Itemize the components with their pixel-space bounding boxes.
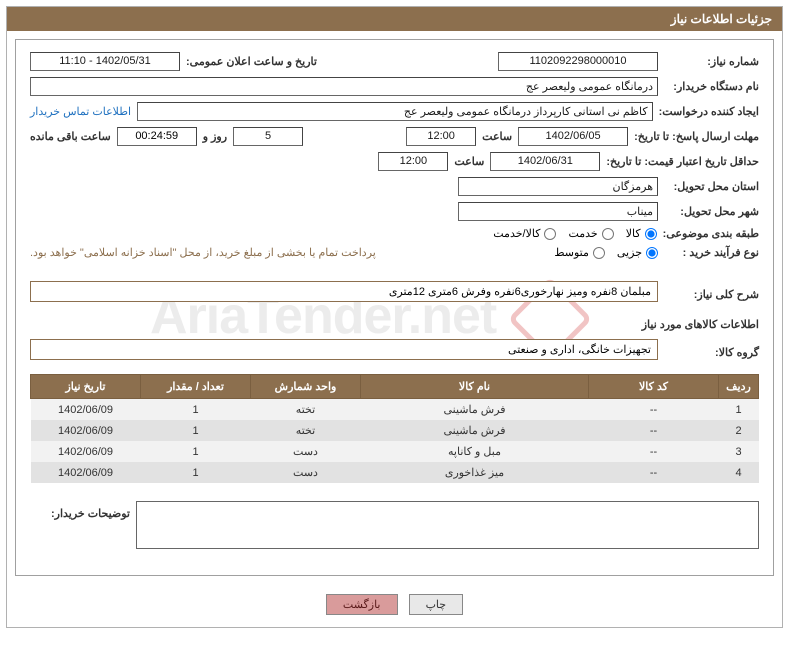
table-row: 4--میز غذاخوریدست11402/06/09	[31, 462, 759, 483]
validity-date: 1402/06/31	[490, 152, 600, 171]
buyer-note-label: توضیحات خریدار:	[30, 493, 130, 520]
category-radio-group: کالا خدمت کالا/خدمت	[493, 227, 656, 240]
table-cell: --	[589, 441, 719, 462]
radio-kala[interactable]	[645, 228, 657, 240]
buyer-org-label: نام دستگاه خریدار:	[664, 80, 759, 93]
details-panel: جزئیات اطلاعات نیاز شماره نیاز: 11020922…	[6, 6, 783, 628]
th-qty: تعداد / مقدار	[141, 375, 251, 399]
radio-khadamat[interactable]	[602, 228, 614, 240]
city-value: میناب	[458, 202, 658, 221]
table-row: 1--فرش ماشینیتخته11402/06/09	[31, 399, 759, 421]
deadline-time: 12:00	[406, 127, 476, 146]
need-no-label: شماره نیاز:	[664, 55, 759, 68]
th-name: نام کالا	[361, 375, 589, 399]
table-cell: --	[589, 399, 719, 421]
deadline-label: مهلت ارسال پاسخ: تا تاریخ:	[634, 130, 759, 143]
bt-medium[interactable]: متوسط	[554, 246, 605, 259]
category-label: طبقه بندی موضوعی:	[663, 227, 759, 240]
group-label: گروه کالا:	[664, 346, 759, 359]
goods-section-title: اطلاعات کالاهای مورد نیاز	[30, 318, 759, 331]
deadline-date: 1402/06/05	[518, 127, 628, 146]
days-label: روز و	[203, 130, 227, 143]
table-row: 3--مبل و کاناپهدست11402/06/09	[31, 441, 759, 462]
table-cell: --	[589, 462, 719, 483]
remain-label: ساعت باقی مانده	[30, 130, 111, 143]
table-cell: فرش ماشینی	[361, 420, 589, 441]
table-row: 2--فرش ماشینیتخته11402/06/09	[31, 420, 759, 441]
table-cell: تخته	[251, 420, 361, 441]
goods-table: ردیف کد کالا نام کالا واحد شمارش تعداد /…	[30, 374, 759, 483]
table-cell: 1	[141, 420, 251, 441]
table-cell: فرش ماشینی	[361, 399, 589, 421]
cat-kala[interactable]: کالا	[626, 227, 657, 240]
print-button[interactable]: چاپ	[409, 594, 464, 615]
table-cell: دست	[251, 441, 361, 462]
table-cell: میز غذاخوری	[361, 462, 589, 483]
validity-time: 12:00	[378, 152, 448, 171]
province-value: هرمزگان	[458, 177, 658, 196]
cat-khadamat[interactable]: خدمت	[568, 227, 613, 240]
panel-body: شماره نیاز: 1102092298000010 تاریخ و ساع…	[15, 39, 774, 576]
radio-partial[interactable]	[646, 247, 658, 259]
summary-value: مبلمان 8نفره ومیز نهارخوری6نفره وفرش 6مت…	[30, 281, 658, 302]
announce-value: 1402/05/31 - 11:10	[30, 52, 180, 71]
back-button[interactable]: بازگشت	[326, 594, 398, 615]
time-label-2: ساعت	[454, 155, 484, 168]
table-cell: 2	[719, 420, 759, 441]
buytype-label: نوع فرآیند خرید :	[664, 246, 759, 259]
th-code: کد کالا	[589, 375, 719, 399]
province-label: استان محل تحویل:	[664, 180, 759, 193]
table-cell: 1402/06/09	[31, 399, 141, 421]
summary-label: شرح کلی نیاز:	[664, 288, 759, 301]
th-unit: واحد شمارش	[251, 375, 361, 399]
table-cell: 1402/06/09	[31, 441, 141, 462]
city-label: شهر محل تحویل:	[664, 205, 759, 218]
need-no-value: 1102092298000010	[498, 52, 658, 71]
announce-label: تاریخ و ساعت اعلان عمومی:	[186, 55, 317, 68]
buytype-radio-group: جزیی متوسط	[554, 246, 658, 259]
group-value: تجهیزات خانگی، اداری و صنعتی	[30, 339, 658, 360]
th-row: ردیف	[719, 375, 759, 399]
requester-value: کاظم نی استانی کارپرداز درمانگاه عمومی و…	[137, 102, 653, 121]
table-header-row: ردیف کد کالا نام کالا واحد شمارش تعداد /…	[31, 375, 759, 399]
table-cell: دست	[251, 462, 361, 483]
table-cell: 1402/06/09	[31, 462, 141, 483]
table-cell: 1	[141, 462, 251, 483]
days-value: 5	[233, 127, 303, 146]
time-label-1: ساعت	[482, 130, 512, 143]
radio-both[interactable]	[544, 228, 556, 240]
contact-link[interactable]: اطلاعات تماس خریدار	[30, 105, 131, 118]
button-bar: چاپ بازگشت	[7, 584, 782, 627]
table-cell: تخته	[251, 399, 361, 421]
table-cell: 3	[719, 441, 759, 462]
radio-medium[interactable]	[593, 247, 605, 259]
table-cell: 1	[719, 399, 759, 421]
buyer-comment-box	[136, 501, 759, 549]
table-cell: 1	[141, 441, 251, 462]
panel-title: جزئیات اطلاعات نیاز	[7, 7, 782, 31]
bt-partial[interactable]: جزیی	[617, 246, 658, 259]
table-cell: 1402/06/09	[31, 420, 141, 441]
table-cell: 4	[719, 462, 759, 483]
table-cell: 1	[141, 399, 251, 421]
table-cell: --	[589, 420, 719, 441]
table-cell: مبل و کاناپه	[361, 441, 589, 462]
requester-label: ایجاد کننده درخواست:	[659, 105, 759, 118]
th-date: تاریخ نیاز	[31, 375, 141, 399]
cat-both[interactable]: کالا/خدمت	[493, 227, 556, 240]
validity-label: حداقل تاریخ اعتبار قیمت: تا تاریخ:	[606, 155, 759, 168]
pay-note: پرداخت تمام یا بخشی از مبلغ خرید، از محل…	[30, 246, 376, 259]
countdown: 00:24:59	[117, 127, 197, 146]
buyer-org-value: درمانگاه عمومی ولیعصر عج	[30, 77, 658, 96]
